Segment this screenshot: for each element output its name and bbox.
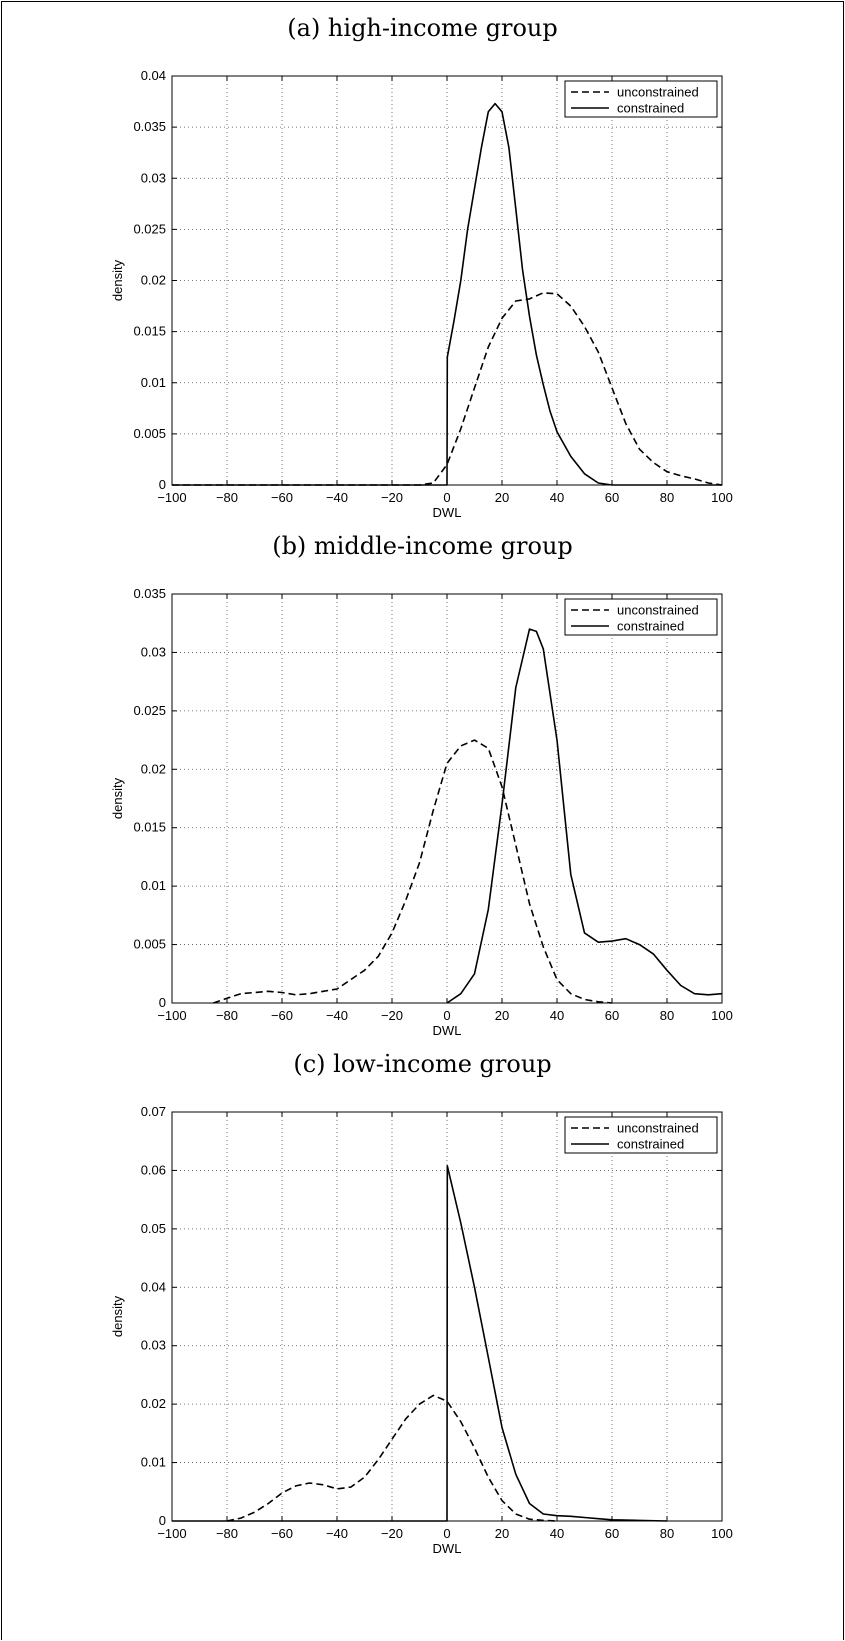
y-tick-label: 0.04 xyxy=(141,1279,166,1294)
y-axis-label: density xyxy=(110,259,125,301)
x-axis-label: DWL xyxy=(433,1023,462,1038)
y-tick-label: 0.05 xyxy=(141,1221,166,1236)
x-tick-label: 60 xyxy=(605,490,619,505)
x-tick-label: −40 xyxy=(326,1526,348,1541)
x-tick-label: 100 xyxy=(711,1526,733,1541)
series-line-constrained xyxy=(172,1165,668,1522)
x-axis-label: DWL xyxy=(433,1541,462,1556)
x-tick-label: −40 xyxy=(326,490,348,505)
x-tick-label: 20 xyxy=(495,1526,509,1541)
x-tick-label: 100 xyxy=(711,490,733,505)
x-tick-label: −20 xyxy=(381,1008,403,1023)
y-tick-label: 0.015 xyxy=(133,324,166,339)
x-tick-label: −80 xyxy=(216,1526,238,1541)
legend-label-constrained: constrained xyxy=(617,619,684,634)
panel-title-c: (c) low-income group xyxy=(293,1050,552,1078)
panel-title-b: (b) middle-income group xyxy=(272,532,573,560)
x-tick-label: 60 xyxy=(605,1526,619,1541)
y-tick-label: 0.025 xyxy=(133,703,166,718)
legend-box xyxy=(564,1116,718,1154)
x-tick-label: 80 xyxy=(660,1008,674,1023)
y-tick-label: 0.005 xyxy=(133,937,166,952)
y-tick-label: 0.025 xyxy=(133,221,166,236)
x-tick-label: −20 xyxy=(381,1526,403,1541)
legend-label-unconstrained: unconstrained xyxy=(617,1121,699,1136)
y-tick-label: 0.005 xyxy=(133,426,166,441)
panel-title-a: (a) high-income group xyxy=(287,14,558,42)
x-tick-label: 20 xyxy=(495,1008,509,1023)
y-tick-label: 0.015 xyxy=(133,820,166,835)
x-tick-label: 40 xyxy=(550,1008,564,1023)
x-tick-label: 40 xyxy=(550,490,564,505)
series-line-unconstrained xyxy=(226,1394,558,1522)
x-tick-label: 40 xyxy=(550,1526,564,1541)
y-tick-label: 0.06 xyxy=(141,1162,166,1177)
y-tick-label: 0.02 xyxy=(141,1396,166,1411)
y-tick-label: 0 xyxy=(159,1513,166,1528)
y-axis-label: density xyxy=(110,1295,125,1337)
y-tick-label: 0.03 xyxy=(141,1338,166,1353)
x-tick-label: −60 xyxy=(271,1008,293,1023)
y-tick-label: 0.07 xyxy=(141,1104,166,1119)
x-tick-label: 20 xyxy=(495,490,509,505)
x-tick-label: −20 xyxy=(381,490,403,505)
x-tick-label: 80 xyxy=(660,490,674,505)
y-tick-label: 0.035 xyxy=(133,119,166,134)
x-tick-label: 60 xyxy=(605,1008,619,1023)
legend-box xyxy=(564,80,718,118)
x-tick-label: 0 xyxy=(443,1008,450,1023)
x-tick-label: −40 xyxy=(326,1008,348,1023)
x-tick-label: −100 xyxy=(157,1526,186,1541)
y-tick-label: 0.03 xyxy=(141,644,166,659)
x-tick-label: 80 xyxy=(660,1526,674,1541)
x-tick-label: 0 xyxy=(443,1526,450,1541)
chart-high-income: −100 −80 −60 −40 −20 0 20 40 60 80 100 0 0.005 0.01 0.… xyxy=(110,68,733,520)
series-line-unconstrained xyxy=(213,739,613,1004)
legend-label-constrained: constrained xyxy=(617,1137,684,1152)
y-tick-label: 0.01 xyxy=(141,878,166,893)
legend-label-unconstrained: unconstrained xyxy=(617,603,699,618)
y-tick-label: 0.03 xyxy=(141,170,166,185)
legend-box xyxy=(564,598,718,636)
x-tick-label: −60 xyxy=(271,490,293,505)
series-line-unconstrained xyxy=(172,292,723,486)
x-axis-label: DWL xyxy=(433,505,462,520)
legend-label-unconstrained: unconstrained xyxy=(617,85,699,100)
y-tick-label: 0.04 xyxy=(141,68,166,83)
series-line-constrained xyxy=(446,628,723,1004)
y-tick-label: 0.02 xyxy=(141,273,166,288)
chart-low-income: −100 −80 −60 −40 −20 0 20 40 60 80 100 0 0.01 0.02 0.0… xyxy=(110,1104,733,1556)
y-tick-label: 0.01 xyxy=(141,375,166,390)
y-tick-label: 0 xyxy=(159,995,166,1010)
x-tick-label: −60 xyxy=(271,1526,293,1541)
y-tick-label: 0 xyxy=(159,477,166,492)
legend-label-constrained: constrained xyxy=(617,101,684,116)
y-tick-label: 0.02 xyxy=(141,761,166,776)
series-line-constrained xyxy=(172,102,722,486)
x-tick-label: −100 xyxy=(157,1008,186,1023)
chart-middle-income: −100 −80 −60 −40 −20 0 20 40 60 80 100 0 0.005 0.01 0.… xyxy=(110,586,733,1038)
y-tick-label: 0.01 xyxy=(141,1455,166,1470)
x-tick-label: −80 xyxy=(216,1008,238,1023)
x-tick-label: 100 xyxy=(711,1008,733,1023)
y-tick-label: 0.035 xyxy=(133,586,166,601)
x-tick-label: −80 xyxy=(216,490,238,505)
x-tick-label: 0 xyxy=(443,490,450,505)
x-tick-label: −100 xyxy=(157,490,186,505)
y-axis-label: density xyxy=(110,777,125,819)
